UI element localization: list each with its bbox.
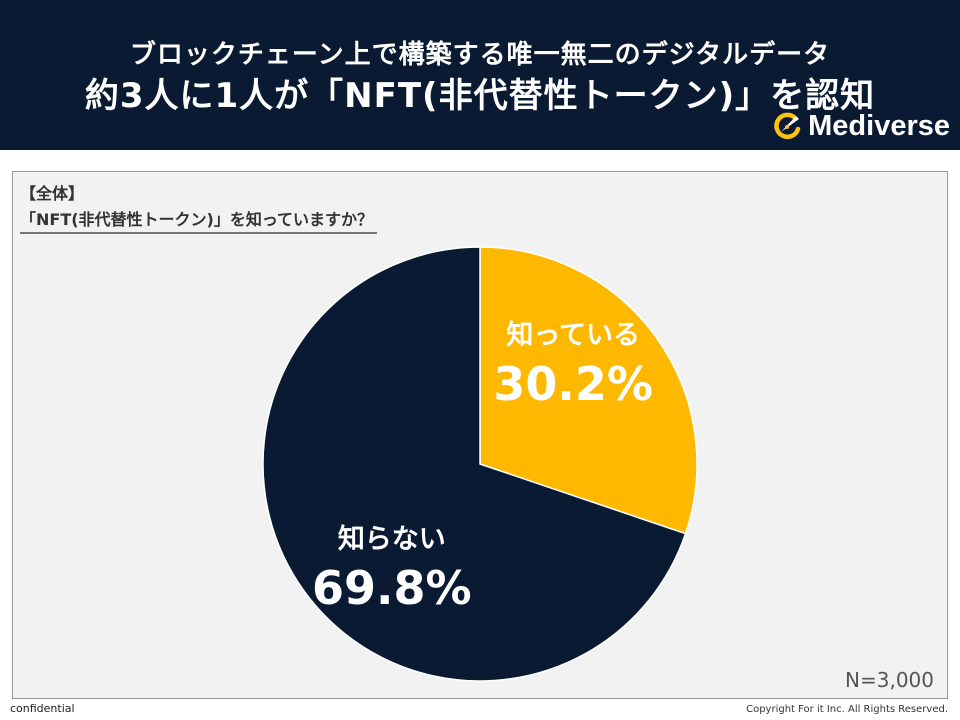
header-banner: ブロックチェーン上で構築する唯一無二のデジタルデータ 約3人に1人が「NFT(非… xyxy=(0,0,960,150)
brand-logo: Mediverse xyxy=(772,110,950,143)
brand-name: Mediverse xyxy=(808,110,950,142)
mediverse-logo-icon xyxy=(774,112,801,139)
header-subtitle: ブロックチェーン上で構築する唯一無二のデジタルデータ xyxy=(129,40,831,70)
slice-percent-label: 69.8% xyxy=(312,561,472,615)
header-title: 約3人に1人が「NFT(非代替性トークン)」を認知 xyxy=(84,76,876,116)
slice-percent-label: 30.2% xyxy=(493,357,653,411)
question-scope: 【全体】 xyxy=(20,184,85,203)
pie-slice-know xyxy=(479,246,698,535)
slice-category-label: 知っている xyxy=(506,320,640,351)
footer-copyright: Copyright For it Inc. All Rights Reserve… xyxy=(746,704,948,715)
question-text: 「NFT(非代替性トークン)」を知っていますか？ xyxy=(20,206,378,234)
pie-slice-dont-know xyxy=(262,246,687,682)
footer-confidential: confidential xyxy=(10,702,75,715)
sample-size: N=3,000 xyxy=(845,668,934,692)
slice-category-label: 知らない xyxy=(338,524,446,555)
